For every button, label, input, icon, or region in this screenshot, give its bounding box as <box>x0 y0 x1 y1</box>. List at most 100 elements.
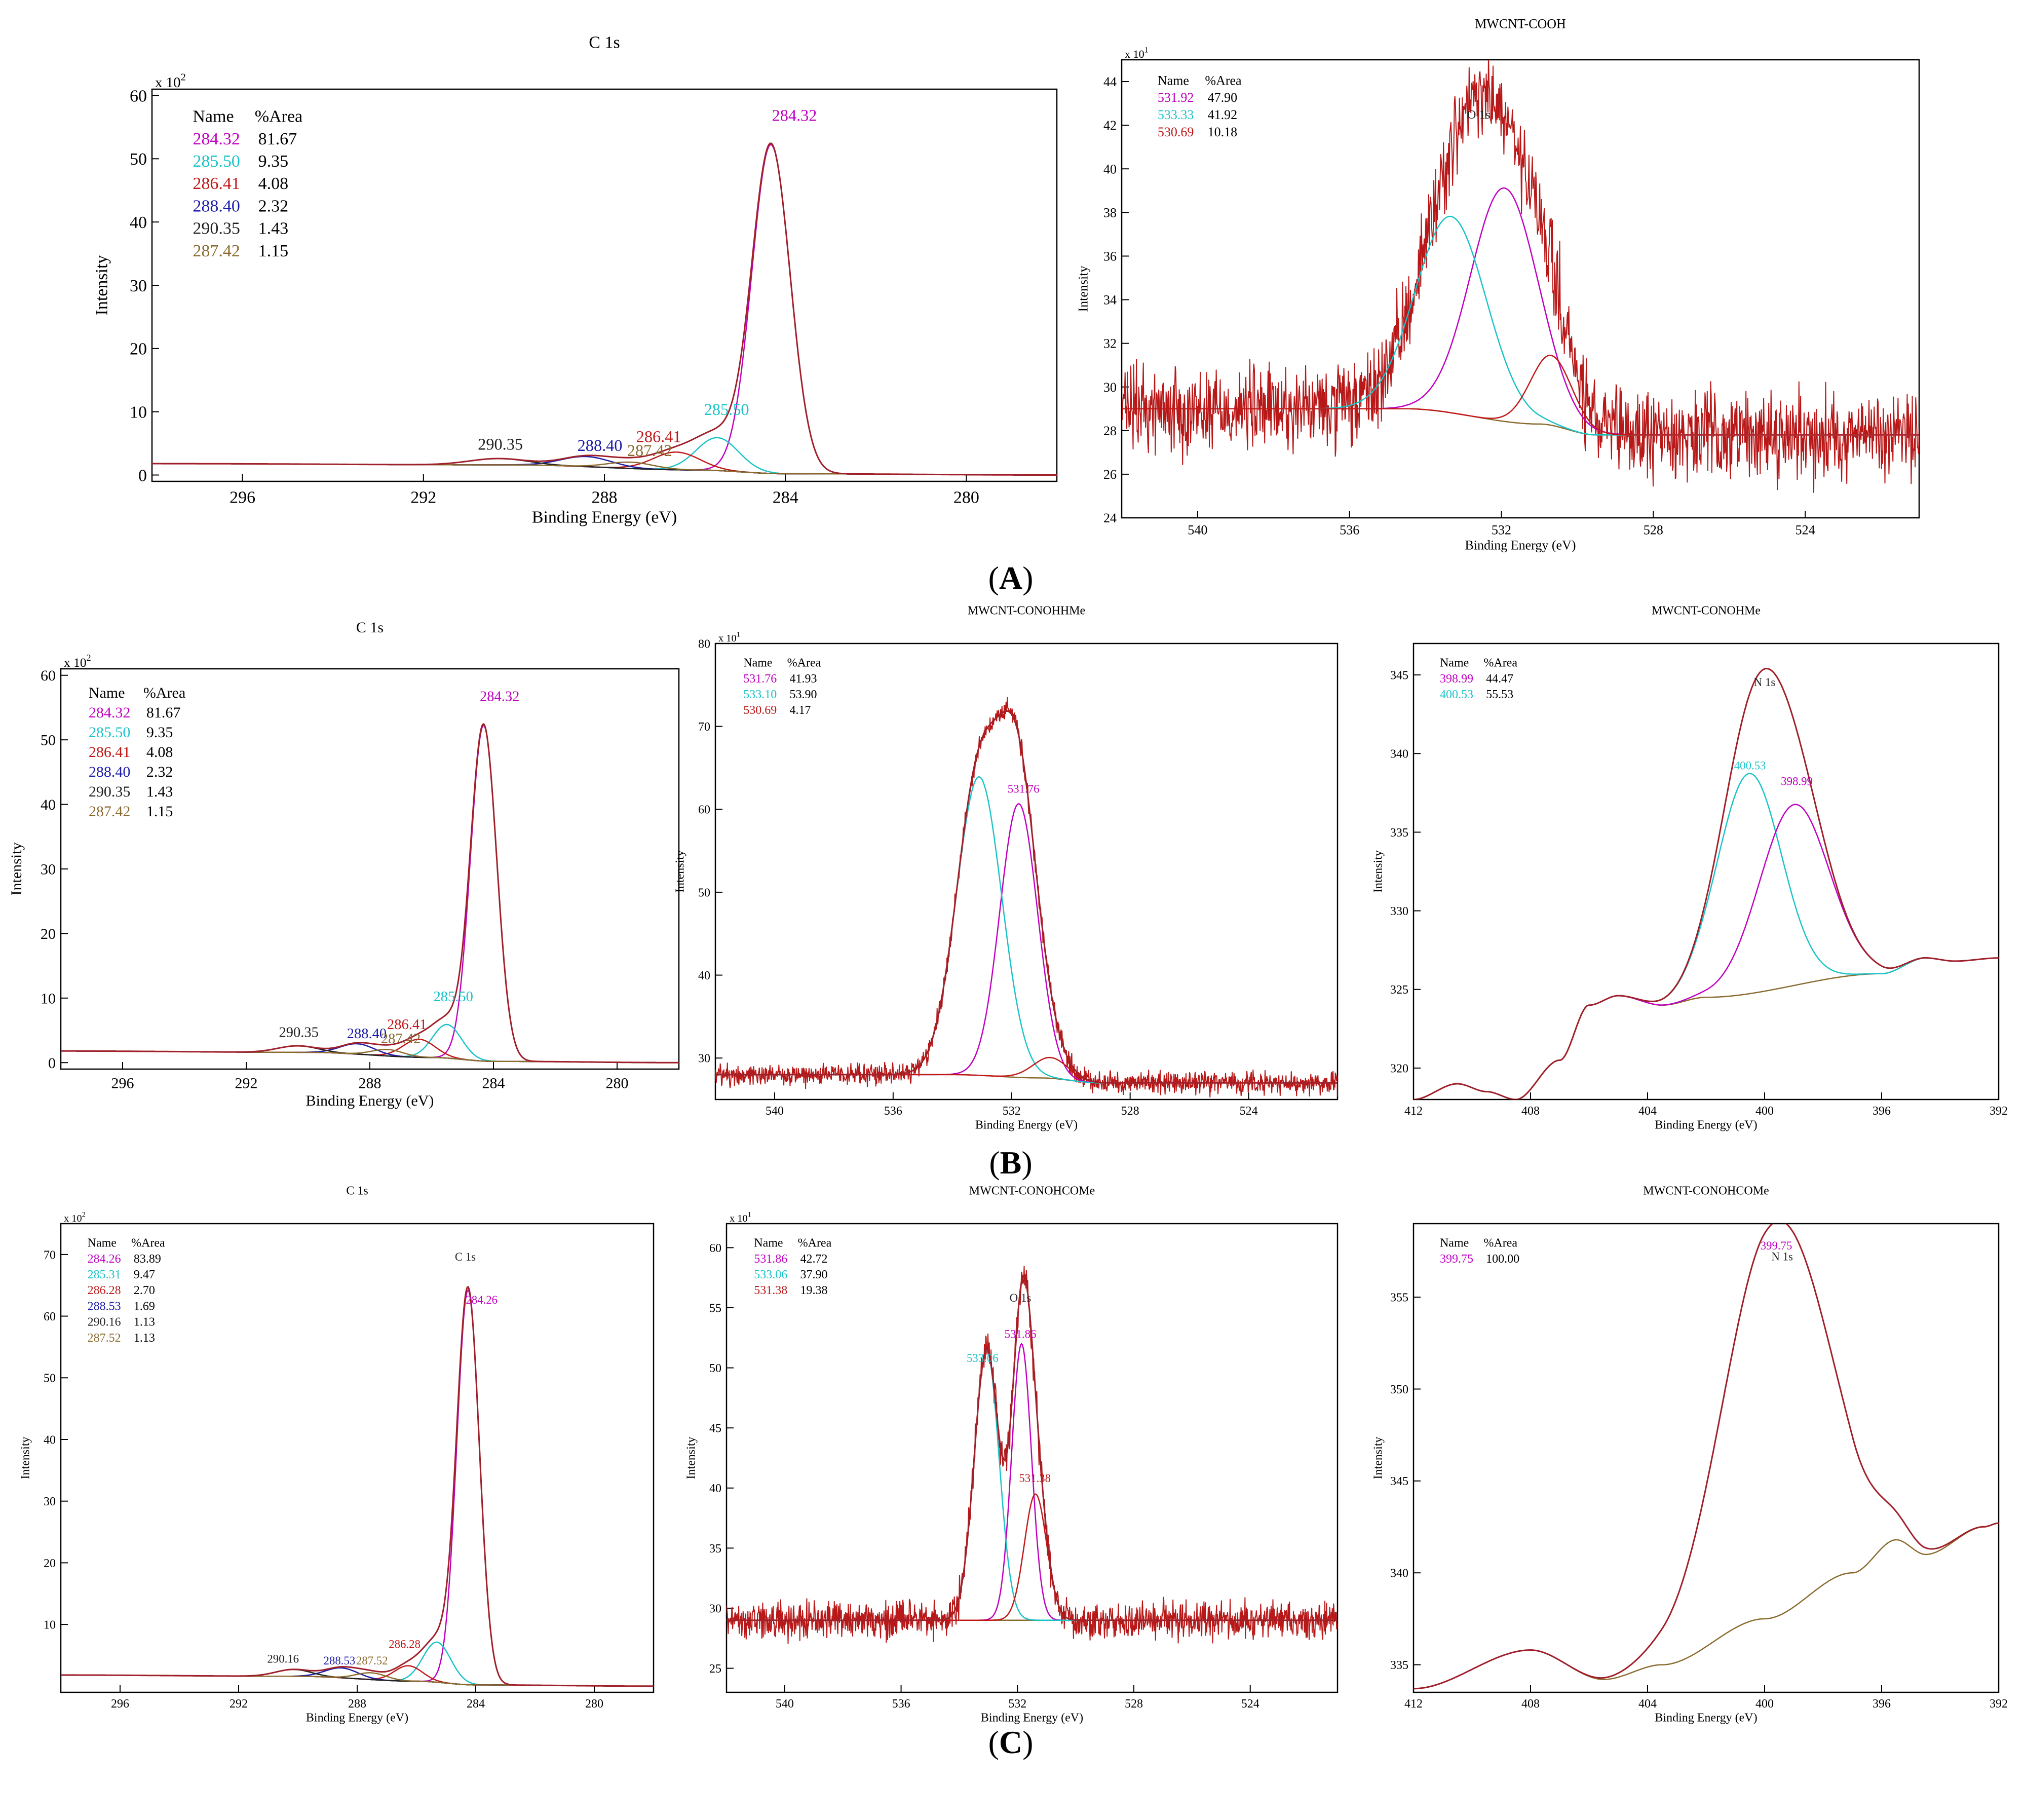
x-tick-label: 292 <box>235 1075 258 1092</box>
legend-entry-area: 2.32 <box>146 764 173 780</box>
fit-component-magenta <box>61 1289 654 1687</box>
x-tick-label: 536 <box>884 1105 902 1118</box>
fit-component-black <box>152 458 1057 476</box>
peak-annotation: C 1s <box>455 1250 476 1263</box>
legend-entry-area: 1.13 <box>134 1316 155 1329</box>
y-scale-factor: x 102 <box>155 71 186 91</box>
legend-entry-name: 286.41 <box>193 174 240 193</box>
fit-component-blue <box>152 456 1057 476</box>
legend-entry-name: 533.33 <box>1158 107 1194 122</box>
y-axis-title: Intensity <box>1372 850 1385 893</box>
y-scale-factor: x 102 <box>64 653 91 670</box>
legend-entry-name: 399.75 <box>1440 1253 1473 1266</box>
fit-envelope <box>727 1275 1338 1621</box>
legend-entry-area: 1.15 <box>146 803 173 820</box>
peak-annotation: 533.06 <box>967 1352 999 1364</box>
peak-annotation: 290.16 <box>267 1653 299 1665</box>
background-baseline <box>152 463 1057 476</box>
y-tick-label: 345 <box>1390 1475 1408 1488</box>
y-tick-label: 20 <box>130 340 147 359</box>
legend-header-name: Name <box>754 1237 783 1250</box>
y-tick-label: 70 <box>698 721 710 734</box>
legend-entry-name: 290.35 <box>89 783 131 800</box>
x-axis-title: Binding Energy (eV) <box>1465 538 1576 552</box>
legend-header-area: %Area <box>255 107 302 126</box>
y-tick-label: 340 <box>1390 1567 1408 1580</box>
x-axis-title: Binding Energy (eV) <box>532 508 677 527</box>
legend-entry-name: 287.52 <box>88 1332 121 1345</box>
chart-title: MWCNT-CONOHCOMe <box>1643 1184 1769 1197</box>
x-axis-title: Binding Energy (eV) <box>1655 1119 1757 1132</box>
legend-entry-area: 9.47 <box>134 1268 155 1281</box>
x-tick-label: 284 <box>467 1697 485 1711</box>
panel-label-b: (B) <box>989 1145 1032 1181</box>
peak-annotation: 399.75 <box>1761 1239 1792 1252</box>
chart-b3: MWCNT-CONOHMe 412 408 404 400 396 392 320 325 330… <box>1372 604 2008 1131</box>
x-axis-title: Binding Energy (eV) <box>1655 1712 1757 1725</box>
x-tick-label: 404 <box>1638 1105 1657 1118</box>
legend: Name %Area 284.26 83.89 285.31 9.47 286.28 2.70… <box>88 1237 165 1345</box>
fit-component-red <box>1122 355 1919 436</box>
peak-annotation: 284.32 <box>772 106 817 124</box>
legend-header-area: %Area <box>1483 1237 1517 1250</box>
fit-envelope <box>61 723 679 1064</box>
fit-envelope <box>715 710 1338 1084</box>
x-tick-label: 396 <box>1873 1697 1891 1711</box>
legend-entry-name: 530.69 <box>1158 125 1194 139</box>
fit-component-blue <box>61 1043 679 1064</box>
fit-component-magenta <box>152 143 1057 476</box>
y-tick-label: 345 <box>1390 669 1408 682</box>
legend-entry-name: 398.99 <box>1440 672 1473 686</box>
x-tick-label: 400 <box>1755 1697 1774 1711</box>
legend-header-name: Name <box>743 657 772 670</box>
x-tick-label: 408 <box>1521 1105 1540 1118</box>
x-tick-label: 540 <box>766 1105 784 1118</box>
fit-component-blue <box>61 1667 654 1687</box>
legend-entry-area: 83.89 <box>134 1253 161 1266</box>
x-tick-label: 284 <box>482 1075 505 1092</box>
peak-annotation: 288.53 <box>324 1654 356 1667</box>
chart-a2: MWCNT-COOH 540 536 532 528 524 24 26 28 30 32 34 36 3… <box>1076 17 1920 552</box>
fit-component-red <box>727 1493 1338 1621</box>
y-tick-label: 60 <box>44 1310 56 1323</box>
peak-annotation: 400.53 <box>1734 759 1766 772</box>
y-tick-label: 335 <box>1390 826 1408 840</box>
y-tick-label: 320 <box>1390 1062 1408 1075</box>
x-tick-label: 540 <box>1188 523 1207 538</box>
y-tick-label: 10 <box>41 990 56 1007</box>
x-tick-label: 392 <box>1990 1105 2008 1118</box>
legend-entry-name: 531.86 <box>754 1253 787 1266</box>
y-tick-label: 10 <box>44 1619 56 1632</box>
peak-annotation: O 1s <box>1010 1292 1032 1304</box>
background-baseline <box>1414 957 1999 1099</box>
legend-entry-area: 53.90 <box>789 688 817 701</box>
y-tick-label: 32 <box>1103 336 1117 351</box>
legend-entry-name: 286.41 <box>89 744 131 761</box>
legend-entry-name: 285.50 <box>193 152 240 171</box>
fit-component-cyan <box>727 1349 1338 1621</box>
x-tick-label: 292 <box>410 488 436 507</box>
fit-component-cyan <box>1414 773 1999 1099</box>
curves <box>61 723 679 1064</box>
y-tick-label: 28 <box>1103 424 1117 438</box>
x-tick-label: 408 <box>1521 1697 1540 1711</box>
legend-entry-name: 285.50 <box>89 724 131 741</box>
peak-annotation: 531.76 <box>1008 783 1040 795</box>
peak-annotation: 531.86 <box>1005 1328 1037 1340</box>
x-tick-label: 392 <box>1990 1697 2008 1711</box>
plot-frame <box>1412 642 2000 1101</box>
y-tick-label: 20 <box>41 926 56 942</box>
peak-annotation: 287.52 <box>356 1654 388 1667</box>
legend-entry-area: 4.17 <box>789 704 811 717</box>
legend-entry-area: 1.69 <box>134 1300 155 1313</box>
y-axis-title: Intensity <box>1372 1437 1385 1480</box>
fit-component-magenta <box>715 803 1338 1084</box>
legend: Name %Area 284.32 81.67 285.50 9.35 286.41 4.08… <box>89 685 185 820</box>
legend-header-area: %Area <box>1205 73 1242 88</box>
x-tick-label: 280 <box>606 1075 629 1092</box>
peak-annotation: 290.35 <box>478 435 523 453</box>
y-scale-factor: x 101 <box>1125 46 1148 60</box>
x-tick-label: 528 <box>1121 1105 1139 1118</box>
x-tick-label: 532 <box>1003 1105 1021 1118</box>
x-tick-label: 296 <box>230 488 255 507</box>
